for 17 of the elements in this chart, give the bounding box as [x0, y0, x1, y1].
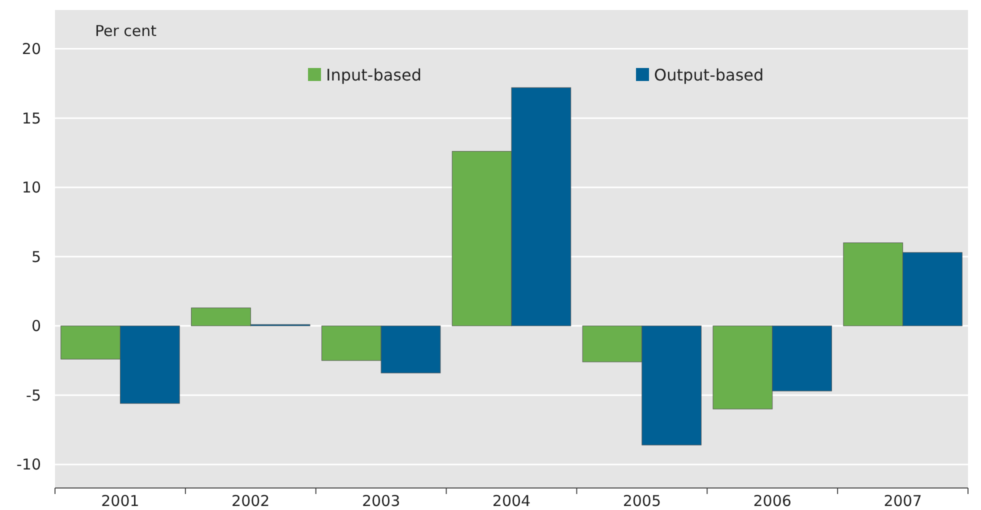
x-tick-label: 2001	[101, 492, 140, 510]
y-tick-label: -10	[16, 456, 41, 474]
x-tick-label: 2006	[753, 492, 792, 510]
y-tick-label: 15	[22, 109, 41, 128]
x-tick-label: 2005	[622, 492, 662, 510]
x-tick-label: 2007	[884, 492, 922, 510]
x-tick-label: 2004	[492, 492, 531, 510]
legend-label: Output-based	[654, 66, 764, 85]
y-tick-label: 20	[22, 40, 41, 58]
x-tick-label: 2003	[362, 492, 400, 510]
legend-label: Input-based	[326, 66, 422, 85]
y-tick-label: 5	[31, 248, 41, 266]
y-tick-label: 0	[31, 317, 41, 336]
y-tick-label: 10	[22, 178, 41, 197]
y-tick-label: -5	[26, 386, 41, 404]
y-axis-title: Per cent	[95, 22, 157, 40]
x-tick-label: 2002	[232, 492, 270, 510]
